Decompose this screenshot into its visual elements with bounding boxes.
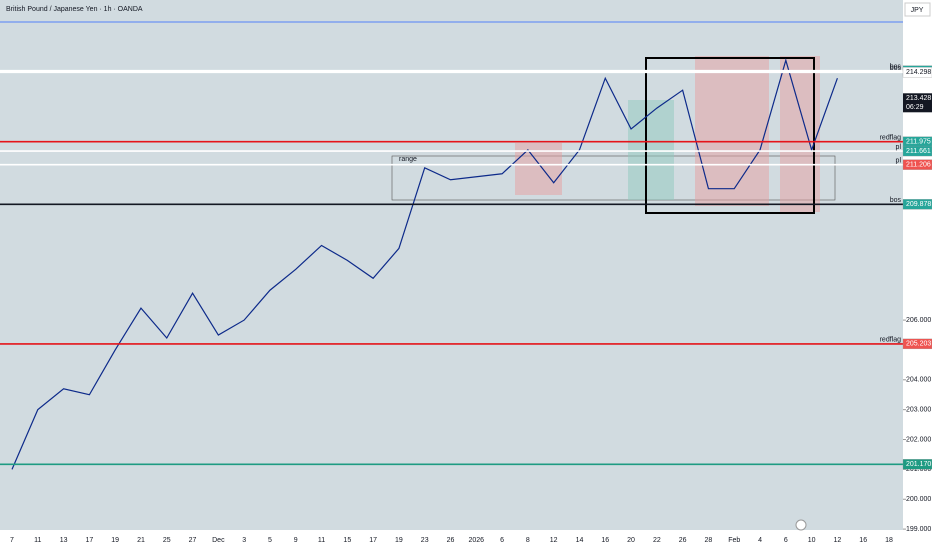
x-tick-label: 9 <box>294 537 298 544</box>
time-axis-bg <box>0 530 903 550</box>
x-tick-label: 26 <box>679 537 687 544</box>
x-tick-label: 7 <box>10 537 14 544</box>
x-tick-label: 16 <box>601 537 609 544</box>
x-tick-label: 22 <box>653 537 661 544</box>
x-tick-label: 28 <box>705 537 713 544</box>
x-tick-label: 17 <box>85 537 93 544</box>
price-tag-label: 214.298 <box>906 69 931 76</box>
x-tick-label: Feb <box>728 537 740 544</box>
price-tag-label: 211.206 <box>906 161 931 168</box>
x-tick-label: 5 <box>268 537 272 544</box>
price-axis-bg <box>903 0 932 550</box>
x-tick-label: 11 <box>34 537 41 544</box>
x-tick-label: 21 <box>137 537 145 544</box>
price-tag-label: 211.661 <box>906 148 931 155</box>
range-label: range <box>399 156 417 163</box>
y-tick-label: 202.000 <box>906 436 931 443</box>
price-tag <box>902 145 932 157</box>
currency: JPY <box>911 7 924 14</box>
last-price-tag <box>903 93 932 113</box>
x-tick-label: 12 <box>550 537 558 544</box>
x-tick-label: 16 <box>859 537 867 544</box>
currency-box <box>904 2 931 17</box>
y-tick-label: 201.000 <box>906 466 931 473</box>
price-tag <box>902 159 932 170</box>
x-tick-label: 14 <box>576 537 584 544</box>
level-name: pl <box>896 144 902 151</box>
x-tick-label: 4 <box>758 537 762 544</box>
range-box <box>391 155 836 201</box>
x-tick-label: 17 <box>369 537 377 544</box>
x-tick-label: 15 <box>343 537 351 544</box>
x-tick-label: 20 <box>627 537 635 544</box>
x-tick-label: 6 <box>500 537 504 544</box>
y-tick-label: 203.000 <box>906 407 931 414</box>
x-tick-label: Dec <box>212 537 225 544</box>
price-tag <box>902 199 932 210</box>
price-tag <box>902 459 932 470</box>
box <box>645 57 815 214</box>
x-tick-label: 3 <box>242 537 246 544</box>
x-tick-label: 18 <box>885 537 893 544</box>
x-tick-label: 2026 <box>469 537 485 544</box>
price-line <box>11 58 838 470</box>
price-tag-label: 205.203 <box>906 341 931 348</box>
x-tick-label: 23 <box>421 537 429 544</box>
price-tag-label: 209.878 <box>906 201 931 208</box>
y-tick-label: 206.000 <box>906 317 931 324</box>
x-tick-label: 26 <box>447 537 455 544</box>
y-tick-label: 204.000 <box>906 377 931 384</box>
level-name: redflag <box>880 337 902 344</box>
price-tag-label: 201.170 <box>906 461 931 468</box>
last-price: 213.428 <box>906 95 931 102</box>
x-tick-label: 8 <box>526 537 530 544</box>
countdown: 06:29 <box>906 104 924 111</box>
price-tag <box>902 67 932 78</box>
x-tick-label: 25 <box>163 537 171 544</box>
level-name: bos <box>890 65 902 72</box>
x-tick-label: 19 <box>395 537 403 544</box>
chart-title: British Pound / Japanese Yen · 1h · OAND… <box>6 6 143 13</box>
x-tick-label: 6 <box>784 537 788 544</box>
x-tick-label: 12 <box>834 537 842 544</box>
x-tick-label: 10 <box>808 537 816 544</box>
price-tag-label: 211.975 <box>906 139 931 146</box>
level-name: bos <box>890 63 902 70</box>
x-tick-label: 13 <box>60 537 68 544</box>
zone <box>628 100 674 200</box>
price-tag <box>902 338 932 350</box>
level-name: bos <box>890 197 902 204</box>
level-name: pl <box>896 157 902 164</box>
x-tick-label: 27 <box>189 537 197 544</box>
y-tick-label: 200.000 <box>906 496 931 503</box>
level-name: redflag <box>880 135 902 142</box>
zone <box>695 56 769 206</box>
x-tick-label: 19 <box>111 537 119 544</box>
replay-icon[interactable] <box>795 519 807 531</box>
x-tick-label: 11 <box>318 537 325 544</box>
y-tick-label: 199.000 <box>906 526 931 533</box>
